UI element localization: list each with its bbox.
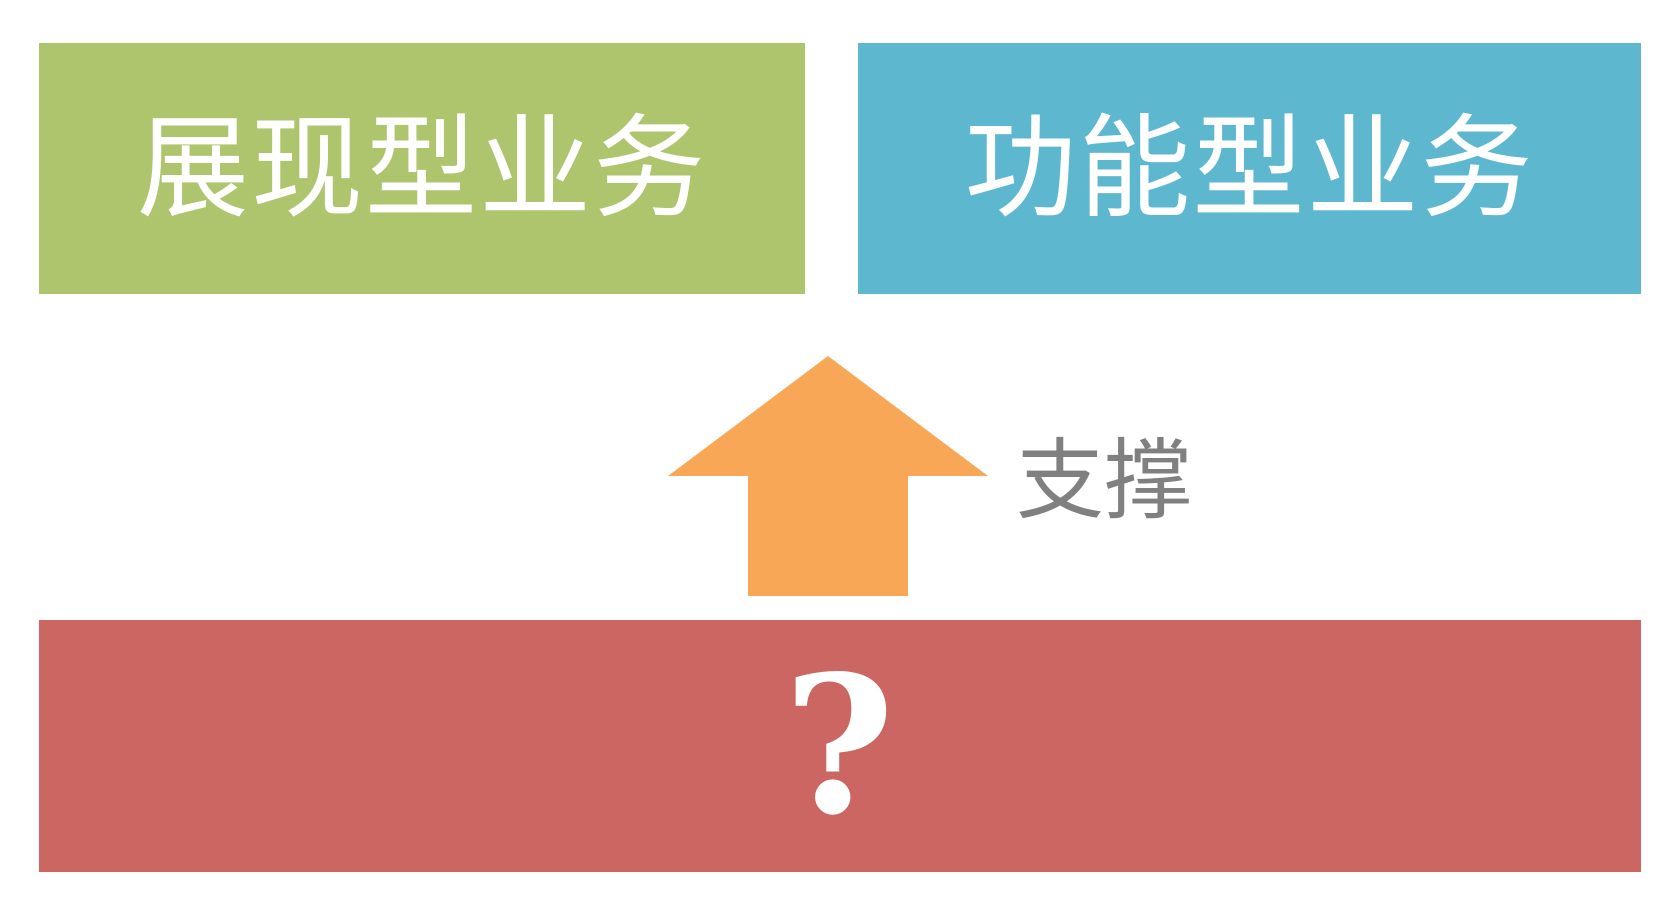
unknown-foundation-label: ? bbox=[783, 634, 897, 857]
support-arrow-shape bbox=[668, 356, 988, 596]
functional-business-box: 功能型业务 bbox=[858, 43, 1641, 294]
presentation-business-box: 展现型业务 bbox=[39, 43, 805, 294]
support-arrow-icon bbox=[668, 356, 988, 596]
unknown-foundation-box: ? bbox=[39, 620, 1641, 872]
support-label: 支撑 bbox=[1016, 429, 1193, 532]
functional-business-label: 功能型业务 bbox=[964, 103, 1535, 234]
presentation-business-label: 展现型业务 bbox=[137, 103, 707, 234]
